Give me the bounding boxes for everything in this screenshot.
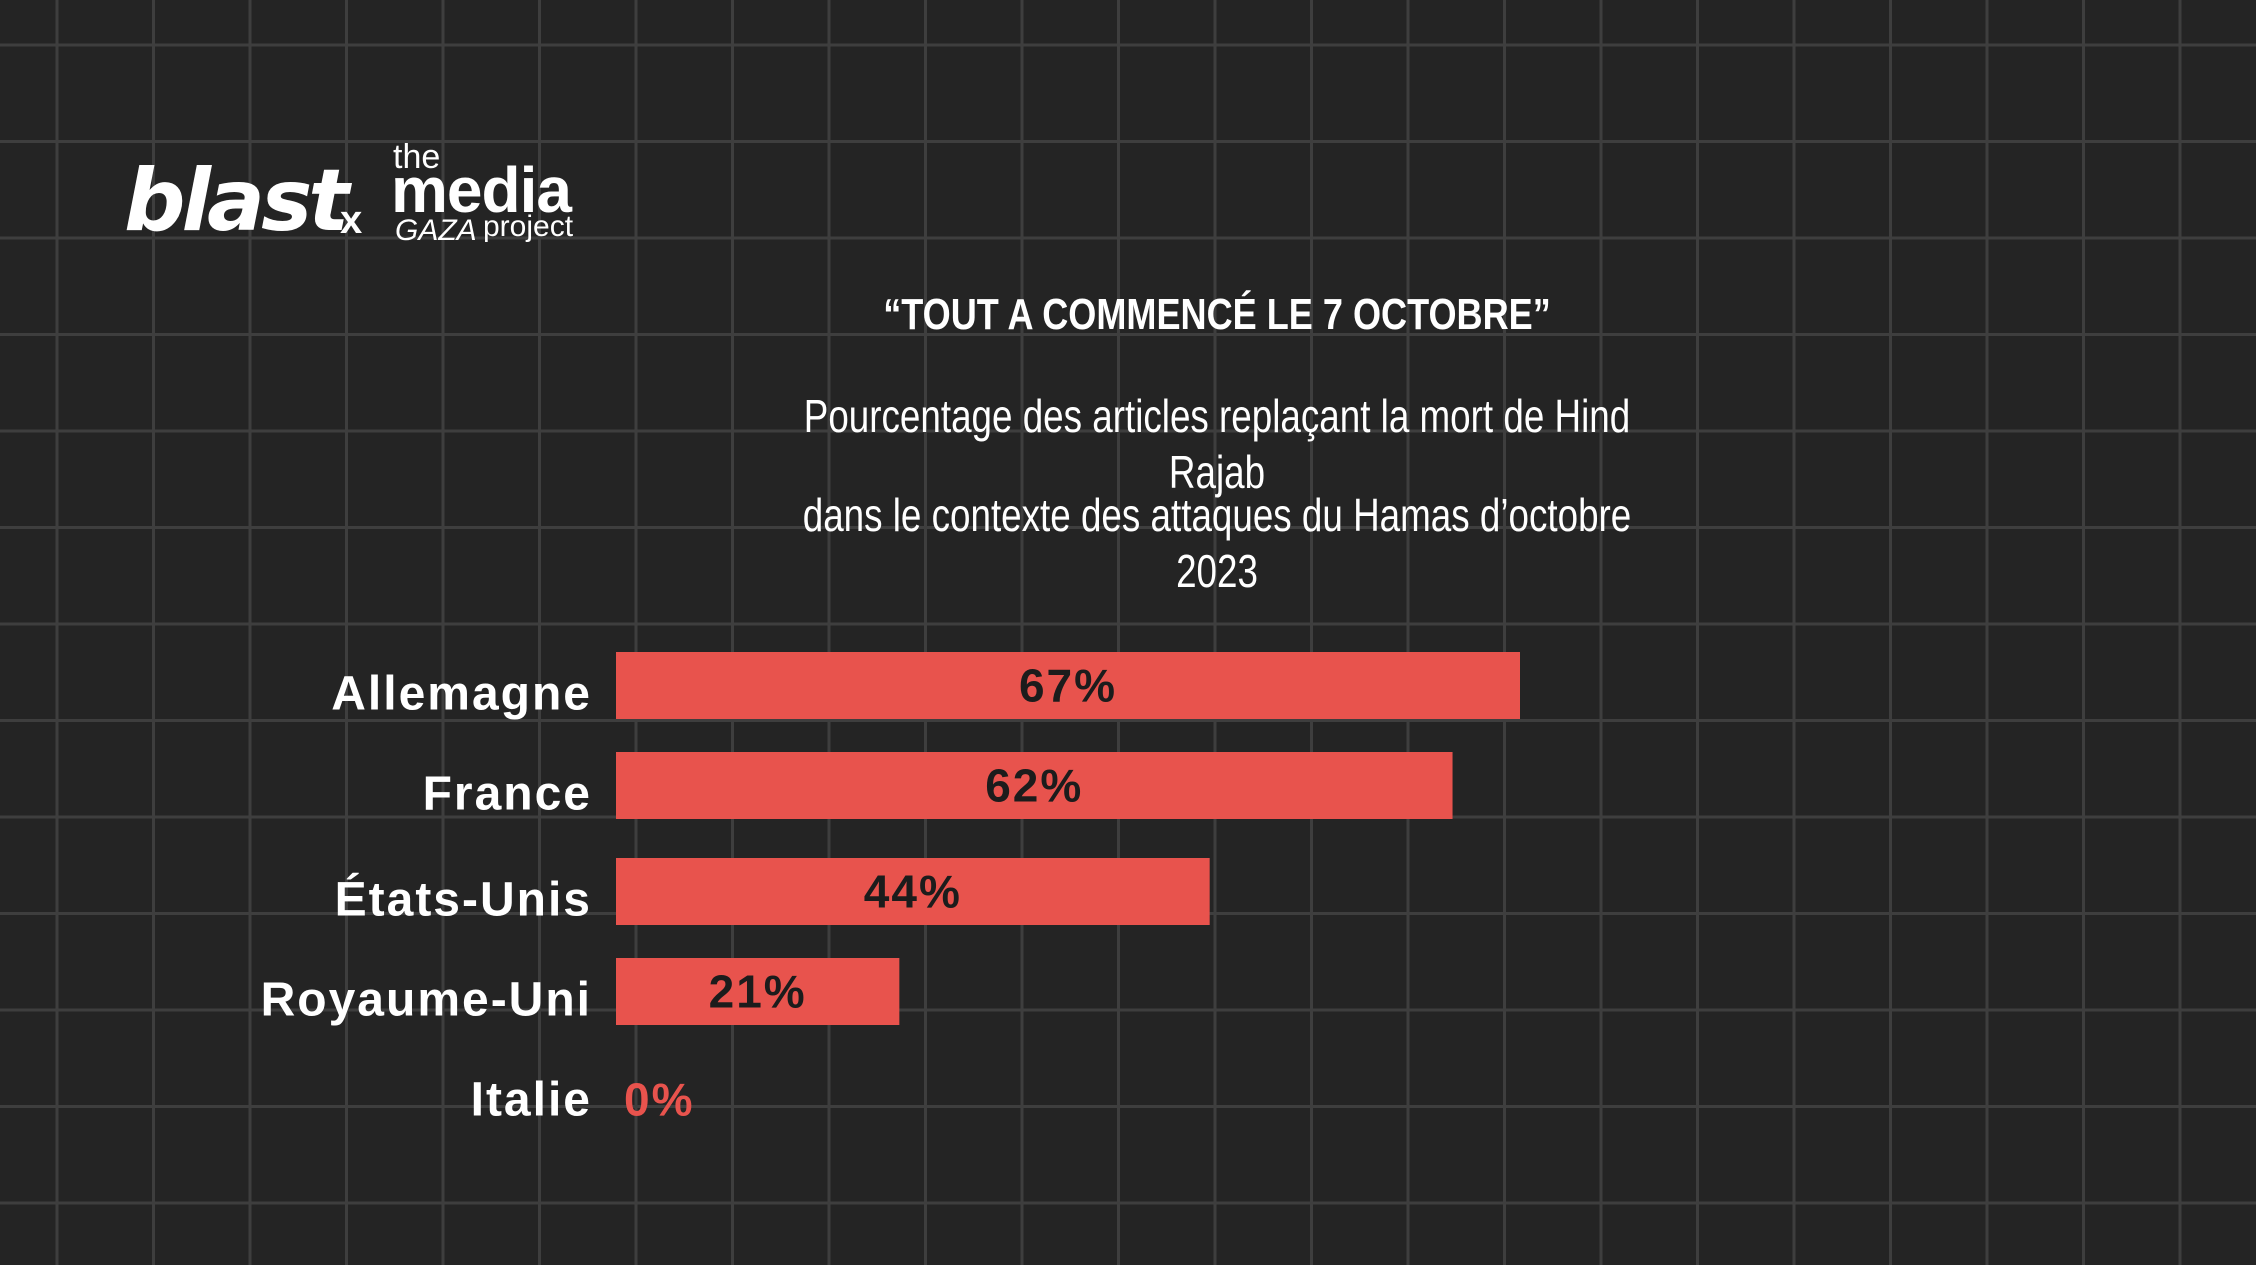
category-label: États-Unis [335,873,592,927]
blast-logo: blast [124,151,349,251]
data-label: 21% [709,966,807,1018]
data-label: 62% [985,760,1083,812]
bar [616,652,1520,719]
bar [616,752,1453,819]
category-label: Italie [471,1074,592,1127]
partner-logo-media: media [391,154,572,226]
partner-logo-project: project [483,210,574,243]
data-label: 44% [864,866,962,918]
category-label: France [423,768,592,821]
data-label: 67% [1019,660,1117,712]
chart-subtitle-line-1: Pourcentage des articles replaçant la mo… [803,390,1631,498]
bar [616,858,1210,925]
category-label: Royaume-Uni [261,974,592,1027]
data-label: 0% [624,1074,694,1126]
chart-title: “TOUT A COMMENCÉ LE 7 OCTOBRE” [883,290,1551,339]
partner-logo-gaza: GAZA [395,214,477,247]
category-label: Allemagne [331,668,592,721]
chart-subtitle-line-2: dans le contexte des attaques du Hamas d… [802,489,1632,597]
logo-separator: x [340,198,363,242]
bar [616,958,900,1025]
partner-logo-the: the [393,138,441,176]
